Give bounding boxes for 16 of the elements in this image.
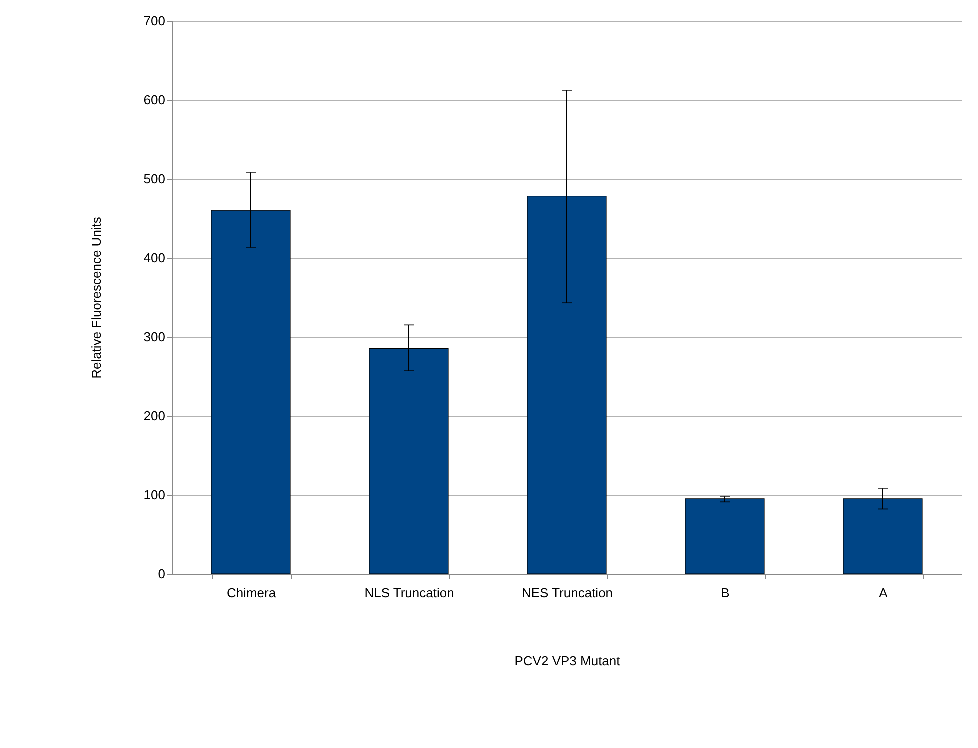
- x-axis-title: PCV2 VP3 Mutant: [514, 654, 621, 668]
- x-tick-label: NES Truncation: [522, 586, 614, 600]
- y-tick-label: 100: [144, 488, 166, 502]
- x-tick-label: NLS Truncation: [364, 586, 454, 600]
- y-tick-label: 600: [144, 92, 166, 108]
- bar: [685, 498, 765, 574]
- y-tick-label: 300: [144, 330, 166, 344]
- x-tick-label: A: [879, 586, 888, 600]
- x-tick-label: Chimera: [226, 586, 277, 600]
- x-tick-label: B: [721, 586, 730, 600]
- y-tick-label: 200: [144, 408, 166, 424]
- y-tick-label: 400: [144, 250, 166, 266]
- y-tick-label: 700: [144, 14, 166, 28]
- y-tick-label: 500: [144, 172, 166, 186]
- y-tick-label: 0: [158, 566, 166, 582]
- y-axis-title: Relative Fluorescence Units: [88, 216, 104, 379]
